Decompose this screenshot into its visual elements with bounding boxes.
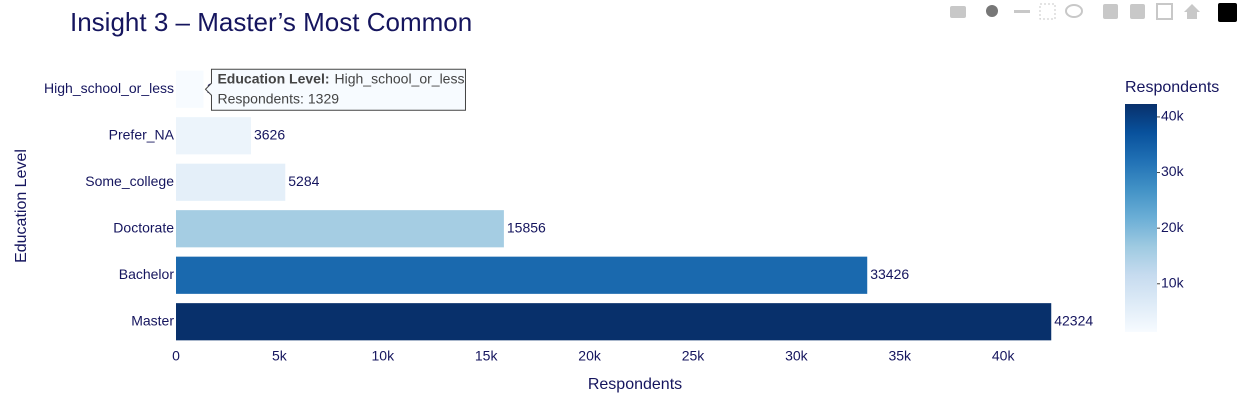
y-tick-label: Master (131, 312, 174, 328)
value-label: 3626 (254, 126, 285, 142)
tooltip-box (204, 68, 466, 111)
chart-title: Insight 3 – Master’s Most Common (70, 7, 472, 37)
autoscale-icon[interactable] (1156, 3, 1173, 20)
x-tick-label: 35k (888, 348, 912, 364)
x-tick-label: 15k (475, 348, 499, 364)
bar (176, 117, 251, 155)
camera-icon[interactable] (950, 6, 966, 18)
tooltip-value: 1329 (308, 90, 339, 106)
bar (176, 303, 1052, 341)
x-tick-label: 25k (682, 348, 706, 364)
tooltip-key: Respondents: (217, 90, 303, 106)
bar (176, 70, 204, 108)
x-tick-label: 5k (272, 348, 288, 364)
y-tick-label: Some_college (85, 173, 174, 189)
y-axis-title: Education Level (13, 149, 30, 263)
colorbar-tick-label: 10k (1161, 274, 1185, 290)
bar (176, 210, 504, 248)
value-label: 15856 (507, 219, 546, 235)
y-tick-label: Doctorate (113, 219, 174, 235)
tooltip-line: Education Level: High_school_or_less (217, 70, 464, 86)
lasso-icon[interactable] (1065, 4, 1083, 18)
colorbar-tick-label: 20k (1161, 219, 1185, 235)
tooltip-category: High_school_or_less (335, 70, 465, 86)
y-tick-label: Prefer_NA (109, 126, 175, 142)
x-tick-label: 30k (785, 348, 809, 364)
modebar[interactable] (950, 3, 1237, 22)
select-icon[interactable] (1039, 3, 1056, 20)
tooltip: Education Level: High_school_or_less Respo… (204, 68, 466, 111)
tooltip-line: Respondents: 1329 (217, 90, 339, 106)
x-tick-label: 40k (992, 348, 1016, 364)
y-tick-label: Bachelor (119, 266, 175, 282)
y-tick-label: High_school_or_less (44, 80, 174, 96)
x-tick-label: 20k (578, 348, 602, 364)
x-axis-title: Respondents (588, 376, 682, 393)
pan-icon[interactable] (1014, 10, 1030, 13)
tooltip-key: Education Level: (217, 70, 329, 86)
value-label: 5284 (288, 173, 319, 189)
colorbar-tick-label: 40k (1161, 108, 1185, 124)
bar (176, 163, 286, 201)
colorbar-title: Respondents (1125, 79, 1219, 96)
bar (176, 256, 868, 294)
colorbar-tick-label: 30k (1161, 163, 1185, 179)
colorbar (1125, 104, 1157, 332)
value-label: 33426 (870, 266, 909, 282)
x-tick-label: 10k (372, 348, 396, 364)
zoom-out-icon[interactable] (1130, 4, 1145, 19)
zoom-icon[interactable] (986, 5, 998, 17)
zoom-in-icon[interactable] (1103, 4, 1118, 19)
x-tick-label: 0 (172, 348, 180, 364)
value-label: 42324 (1054, 312, 1093, 328)
plotly-logo[interactable] (1218, 3, 1237, 22)
reset-icon[interactable] (1184, 4, 1200, 19)
